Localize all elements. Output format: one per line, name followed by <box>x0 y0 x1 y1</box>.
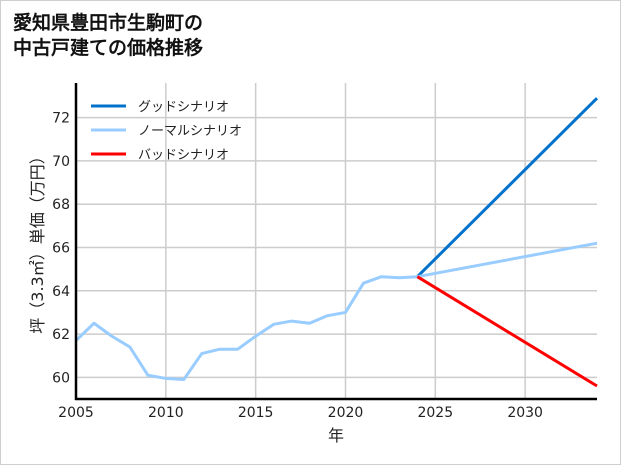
x-tick-label: 2030 <box>507 405 543 421</box>
x-tick-label: 2015 <box>238 405 274 421</box>
legend-label: グッドシナリオ <box>138 100 229 115</box>
y-tick-label: 64 <box>52 284 70 300</box>
y-tick-label: 62 <box>52 327 70 343</box>
legend-label: バッドシナリオ <box>138 148 229 163</box>
x-tick-label: 2005 <box>58 405 94 421</box>
chart-title-line1: 愛知県豊田市生駒町の <box>13 12 204 34</box>
y-tick-label: 68 <box>52 197 70 213</box>
x-tick-label: 2020 <box>328 405 364 421</box>
series-line-3 <box>416 275 598 388</box>
y-tick-label: 66 <box>52 240 70 256</box>
y-tick-label: 70 <box>52 154 70 170</box>
y-tick-label: 72 <box>52 111 70 127</box>
tick-labels: 2005 2010 2015 2020 2025 2030 60 62 64 66 68 70 72 <box>52 111 543 421</box>
series-line-2 <box>74 241 598 382</box>
axes <box>74 83 597 401</box>
x-axis-label: 年 <box>328 426 344 445</box>
series-lines <box>74 97 599 388</box>
x-tick-label: 2025 <box>417 405 453 421</box>
chart-title: 愛知県豊田市生駒町の 中古戸建ての価格推移 <box>13 11 203 61</box>
y-tick-label: 60 <box>52 370 70 386</box>
y-axis-label: 坪（3.3㎡）単価（万円） <box>28 148 47 333</box>
chart-title-line2: 中古戸建ての価格推移 <box>13 37 204 59</box>
x-tick-label: 2010 <box>148 405 184 421</box>
legend-label: ノーマルシナリオ <box>138 124 242 139</box>
series-line-1 <box>416 97 599 278</box>
